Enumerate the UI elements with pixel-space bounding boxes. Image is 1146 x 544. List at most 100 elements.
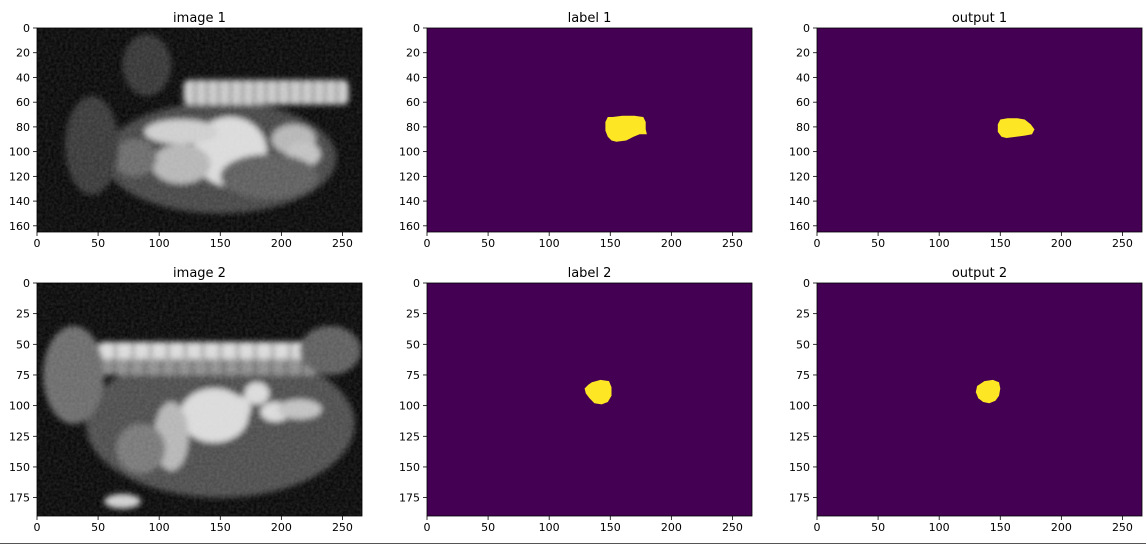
mask-background bbox=[427, 283, 752, 516]
image-area-image-1 bbox=[37, 28, 362, 232]
y-tick-label: 140 bbox=[399, 195, 420, 208]
x-tick-label: 100 bbox=[929, 521, 950, 534]
y-tick-label: 25 bbox=[16, 308, 30, 321]
panel-output-2: output 2 0 50 100 150 200 250 0 25 50 75 100 125 150 1… bbox=[789, 266, 1143, 534]
y-tick-label: 125 bbox=[9, 430, 30, 443]
x-tick-label: 250 bbox=[722, 521, 743, 534]
mask-region bbox=[584, 379, 612, 405]
x-tick-label: 150 bbox=[600, 521, 621, 534]
x-tick-label: 0 bbox=[814, 237, 821, 250]
mri-noise bbox=[37, 283, 362, 516]
mask-background bbox=[817, 28, 1142, 232]
mri-noise bbox=[37, 28, 362, 232]
x-tick-label: 100 bbox=[539, 521, 560, 534]
y-tick-label: 100 bbox=[789, 146, 810, 159]
y-tick-label: 160 bbox=[9, 220, 30, 233]
x-tick-label: 250 bbox=[332, 237, 353, 250]
y-tick-label: 40 bbox=[406, 71, 420, 84]
axes-frame bbox=[426, 282, 753, 517]
x-tick-label: 150 bbox=[990, 521, 1011, 534]
panel-label-1: label 1 0 50 100 150 200 250 0 20 40 60 80 100 120 140… bbox=[399, 11, 753, 250]
y-tick-label: 80 bbox=[406, 121, 420, 134]
x-tick-label: 50 bbox=[91, 237, 105, 250]
y-tick-label: 120 bbox=[399, 170, 420, 183]
y-tick-label: 125 bbox=[789, 430, 810, 443]
x-tick-label: 250 bbox=[332, 521, 353, 534]
x-tick-label: 150 bbox=[210, 521, 231, 534]
y-tick-label: 60 bbox=[796, 96, 810, 109]
y-tick-label: 140 bbox=[9, 195, 30, 208]
y-tick-label: 125 bbox=[399, 430, 420, 443]
y-tick-label: 150 bbox=[9, 461, 30, 474]
y-tick-label: 100 bbox=[399, 400, 420, 413]
x-tick-label: 250 bbox=[722, 237, 743, 250]
mask-background bbox=[817, 283, 1142, 516]
panel-title: image 2 bbox=[173, 266, 226, 281]
x-tick-label: 100 bbox=[149, 521, 170, 534]
x-tick-label: 0 bbox=[814, 521, 821, 534]
y-tick-label: 80 bbox=[796, 121, 810, 134]
y-tick-label: 100 bbox=[789, 400, 810, 413]
x-tick-label: 150 bbox=[600, 237, 621, 250]
y-tick-label: 100 bbox=[9, 146, 30, 159]
x-tick-label: 0 bbox=[424, 237, 431, 250]
x-tick-label: 100 bbox=[539, 237, 560, 250]
image-area-label-2 bbox=[427, 283, 752, 516]
mask-region bbox=[605, 115, 647, 142]
y-tick-label: 50 bbox=[796, 338, 810, 351]
y-tick-label: 140 bbox=[789, 195, 810, 208]
panel-title: label 2 bbox=[568, 266, 612, 281]
axes-frame bbox=[816, 282, 1143, 517]
y-tick-label: 50 bbox=[406, 338, 420, 351]
image-area-output-1 bbox=[817, 28, 1142, 232]
y-tick-label: 160 bbox=[789, 220, 810, 233]
x-tick-label: 200 bbox=[661, 521, 682, 534]
y-tick-label: 0 bbox=[23, 22, 30, 35]
x-tick-label: 150 bbox=[990, 237, 1011, 250]
x-tick-label: 0 bbox=[34, 237, 41, 250]
image-area-image-2 bbox=[37, 283, 362, 516]
panel-title: output 2 bbox=[952, 266, 1007, 281]
y-tick-label: 150 bbox=[789, 461, 810, 474]
x-tick-label: 150 bbox=[210, 237, 231, 250]
y-tick-label: 75 bbox=[16, 369, 30, 382]
x-tick-label: 200 bbox=[1051, 521, 1072, 534]
axes-frame bbox=[36, 27, 363, 233]
y-tick-label: 0 bbox=[23, 277, 30, 290]
y-tick-label: 120 bbox=[9, 170, 30, 183]
y-tick-label: 60 bbox=[16, 96, 30, 109]
y-tick-label: 150 bbox=[399, 461, 420, 474]
panel-title: label 1 bbox=[568, 11, 612, 26]
y-tick-label: 100 bbox=[9, 400, 30, 413]
x-tick-label: 50 bbox=[481, 521, 495, 534]
panel-image-1: image 1 0 50 100 150 200 250 0 20 40 60 80 100 120 140… bbox=[9, 11, 363, 250]
x-tick-label: 200 bbox=[271, 237, 292, 250]
panel-label-2: label 2 0 50 100 150 200 250 0 25 50 75 100 125 150 17… bbox=[399, 266, 753, 534]
y-tick-label: 40 bbox=[16, 71, 30, 84]
x-tick-label: 100 bbox=[149, 237, 170, 250]
y-tick-label: 75 bbox=[796, 369, 810, 382]
y-tick-label: 175 bbox=[789, 492, 810, 505]
mask-background bbox=[427, 28, 752, 232]
y-tick-label: 120 bbox=[789, 170, 810, 183]
panel-title: image 1 bbox=[173, 11, 226, 26]
x-tick-label: 0 bbox=[34, 521, 41, 534]
panel-title: output 1 bbox=[952, 11, 1007, 26]
x-tick-label: 50 bbox=[481, 237, 495, 250]
y-tick-label: 20 bbox=[406, 47, 420, 60]
y-tick-label: 20 bbox=[16, 47, 30, 60]
x-tick-label: 50 bbox=[871, 521, 885, 534]
mask-region bbox=[975, 379, 1001, 404]
panel-output-1: output 1 0 50 100 150 200 250 0 20 40 60 80 100 120 14… bbox=[789, 11, 1143, 250]
panel-image-2: image 2 0 50 100 150 200 250 0 25 50 75 100 125 150 17… bbox=[9, 266, 363, 534]
mask-region bbox=[997, 118, 1035, 138]
axes-frame bbox=[426, 27, 753, 233]
y-tick-label: 0 bbox=[413, 277, 420, 290]
y-tick-label: 20 bbox=[796, 47, 810, 60]
x-tick-label: 100 bbox=[929, 237, 950, 250]
y-tick-label: 75 bbox=[406, 369, 420, 382]
y-tick-label: 175 bbox=[9, 492, 30, 505]
x-tick-label: 200 bbox=[271, 521, 292, 534]
y-tick-label: 100 bbox=[399, 146, 420, 159]
